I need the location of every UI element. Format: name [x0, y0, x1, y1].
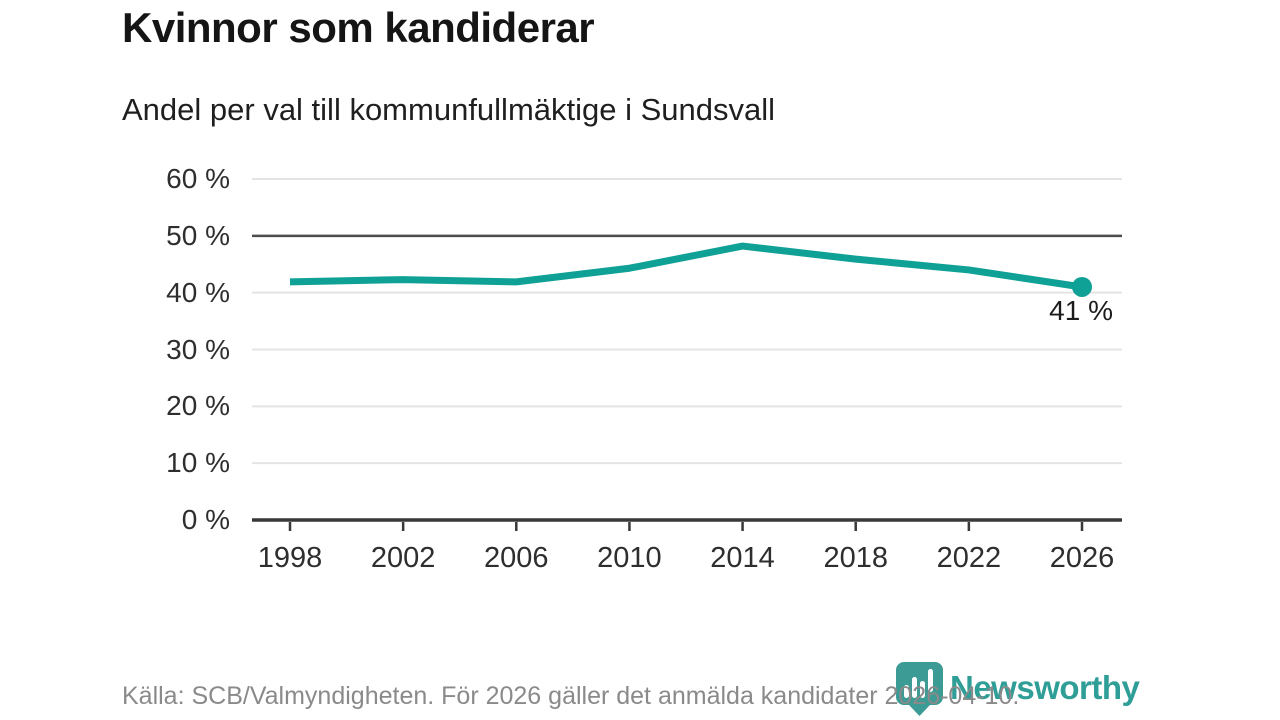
- newsworthy-logo-text: Newsworthy: [950, 669, 1140, 706]
- x-tick-label: 2006: [484, 542, 549, 574]
- x-tick-label: 2002: [370, 542, 436, 574]
- y-tick-label: 0 %: [181, 504, 230, 535]
- x-tick-label: 2014: [710, 542, 775, 574]
- y-tick-label: 20 %: [166, 390, 230, 422]
- y-tick-label: 40 %: [166, 276, 230, 308]
- y-tick-label: 60 %: [166, 163, 230, 194]
- x-tick-label: 2018: [823, 542, 888, 574]
- y-tick-label: 50 %: [166, 219, 230, 251]
- end-point-dot: [1072, 276, 1092, 297]
- x-tick-label: 2026: [1049, 542, 1115, 574]
- newsworthy-logo-icon: [896, 662, 943, 716]
- source-text: Källa: SCB/Valmyndigheten. För 2026 gäll…: [122, 682, 1020, 710]
- chart-title: Kvinnor som kandiderar: [122, 4, 595, 51]
- x-tick-label: 2022: [936, 542, 1002, 574]
- x-tick-label: 2010: [597, 542, 662, 574]
- chart-subtitle: Andel per val till kommunfullmäktige i S…: [122, 92, 776, 127]
- y-tick-label: 10 %: [166, 447, 230, 479]
- newsworthy-logo: Newsworthy: [896, 662, 1140, 716]
- data-line: [289, 242, 1083, 291]
- end-value-label: 41 %: [1049, 295, 1113, 326]
- x-tick-label: 1998: [257, 542, 323, 574]
- y-tick-label: 30 %: [166, 333, 230, 365]
